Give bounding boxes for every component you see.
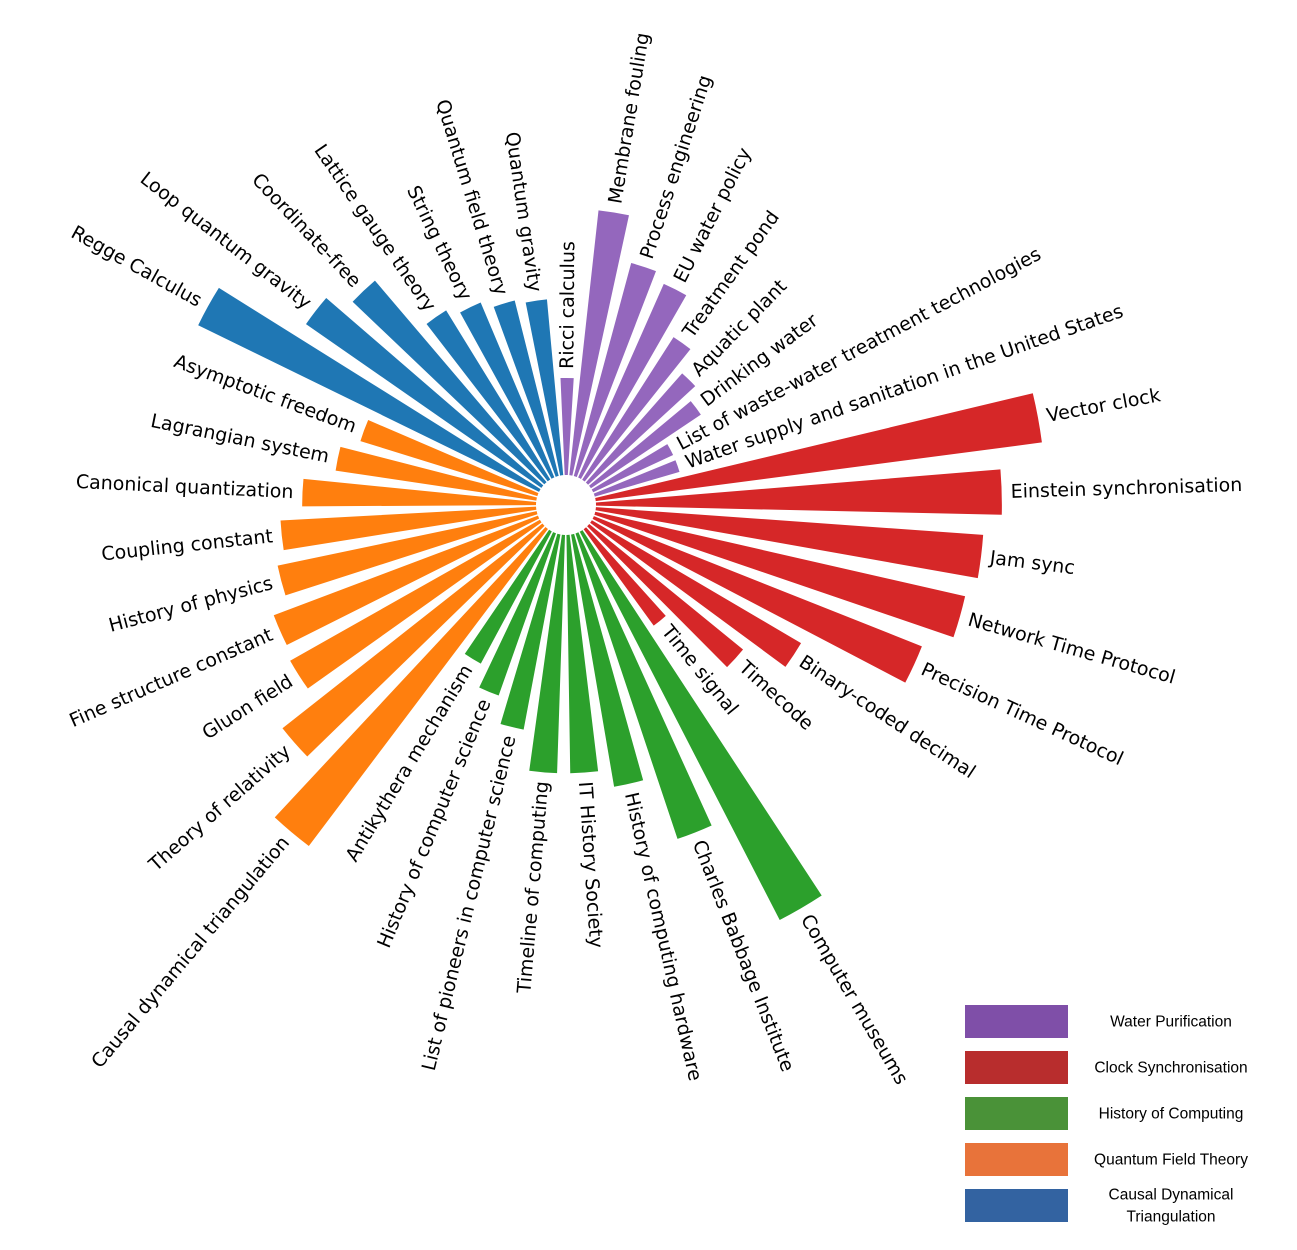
bar-lattice-gauge-theory [426,310,551,482]
bar-quantum-gravity [525,299,564,476]
bar-label-it-history-society: IT History Society [574,781,607,949]
bar-label-timeline-of-computing: Timeline of computing [513,780,553,995]
bar-causal-dynamical-triangulation [274,526,548,846]
bar-coupling-constant [280,506,537,551]
legend-label-clock-synchronisation: Clock Synchronisation [1094,1060,1247,1077]
legend-swatch-causal-dynamical-triangulation [965,1189,1068,1222]
bar-computer-museums [579,530,822,920]
bar-string-theory [460,302,555,479]
legend-swatch-clock-synchronisation [965,1051,1068,1084]
bar-charles-babbage-institute [575,532,712,839]
bar-aquatic-plant [585,373,696,485]
bar-einstein-synchronisation [595,469,1002,515]
bar-eu-water-policy [578,283,687,479]
bar-regge-calculus [198,287,541,492]
bar-label-canonical-quantization: Canonical quantization [75,471,294,503]
bar-drinking-water [589,401,701,489]
bar-gluon-field [290,519,542,689]
bar-precision-time-protocol [592,516,922,683]
bar-history-of-physics [277,511,538,596]
legend-label-causal-dynamical-triangulation: Causal Dynamical Triangulation [1109,1187,1234,1226]
bar-loop-quantum-gravity [305,298,544,488]
legend-label-quantum-field-theory: Quantum Field Theory [1094,1152,1248,1169]
bar-label-jam-sync: Jam sync [988,547,1076,580]
bar-treatment-pond [582,337,691,482]
bar-membrane-fouling [569,210,629,476]
bar-label-coupling-constant: Coupling constant [100,525,274,565]
bar-label-ricci-calculus: Ricci calculus [556,241,579,369]
bar-jam-sync [595,507,984,579]
bar-lagrangian-system [335,446,537,501]
bar-label-gluon-field: Gluon field [198,670,297,744]
bar-theory-of-relativity [282,523,545,757]
legend-label-water-purification: Water Purification [1110,1014,1232,1031]
bar-label-computer-museums: Computer museums [796,911,912,1089]
bar-label-regge-calculus: Regge Calculus [67,222,205,312]
bar-history-of-computer-science [479,532,556,696]
bar-vector-clock [595,393,1042,502]
bar-antikythera-mechanism [464,529,552,664]
bar-label-vector-clock: Vector clock [1045,384,1162,427]
bar-coordinate-free [352,280,547,485]
bar-label-causal-dynamical-triangulation: Causal dynamical triangulation [87,832,294,1073]
bar-ricci-calculus [560,377,574,476]
bar-water-supply-and-sanitation-in-the-united-states [593,460,680,497]
bar-label-einstein-synchronisation: Einstein synchronisation [1010,474,1242,503]
bar-label-membrane-fouling: Membrane fouling [604,31,654,205]
bar-asymptotic-freedom [360,420,539,497]
legend-swatch-history-of-computing [965,1097,1068,1130]
bar-label-network-time-protocol: Network Time Protocol [965,609,1177,689]
bar-process-engineering [573,263,656,477]
bar-it-history-society [566,534,599,774]
bar-list-of-waste-water-treatment-technologies [591,444,674,493]
bar-timecode [587,523,744,668]
bars-layer [198,210,1042,920]
bar-label-history-of-computing-hardware: History of computing hardware [620,790,706,1083]
bar-network-time-protocol [594,511,966,638]
bar-list-of-pioneers-in-computer-science [500,533,561,730]
legend: Water Purification Clock Synchronisation H… [965,1005,1248,1226]
bar-quantum-field-theory [493,300,559,477]
legend-label-history-of-computing: History of Computing [1099,1106,1244,1123]
bar-label-list-of-pioneers-in-computer-science: List of pioneers in computer science [418,733,521,1073]
bar-canonical-quantization [302,478,537,507]
bar-label-history-of-physics: History of physics [106,572,275,637]
bar-binary-coded-decimal [590,520,802,667]
bar-time-signal [583,527,666,626]
bar-timeline-of-computing [529,534,565,774]
bar-history-of-computing-hardware [571,533,644,787]
bar-fine-structure-constant [273,515,540,646]
legend-swatch-water-purification [965,1005,1068,1038]
bar-label-quantum-gravity: Quantum gravity [501,130,546,293]
legend-swatch-quantum-field-theory [965,1143,1068,1176]
